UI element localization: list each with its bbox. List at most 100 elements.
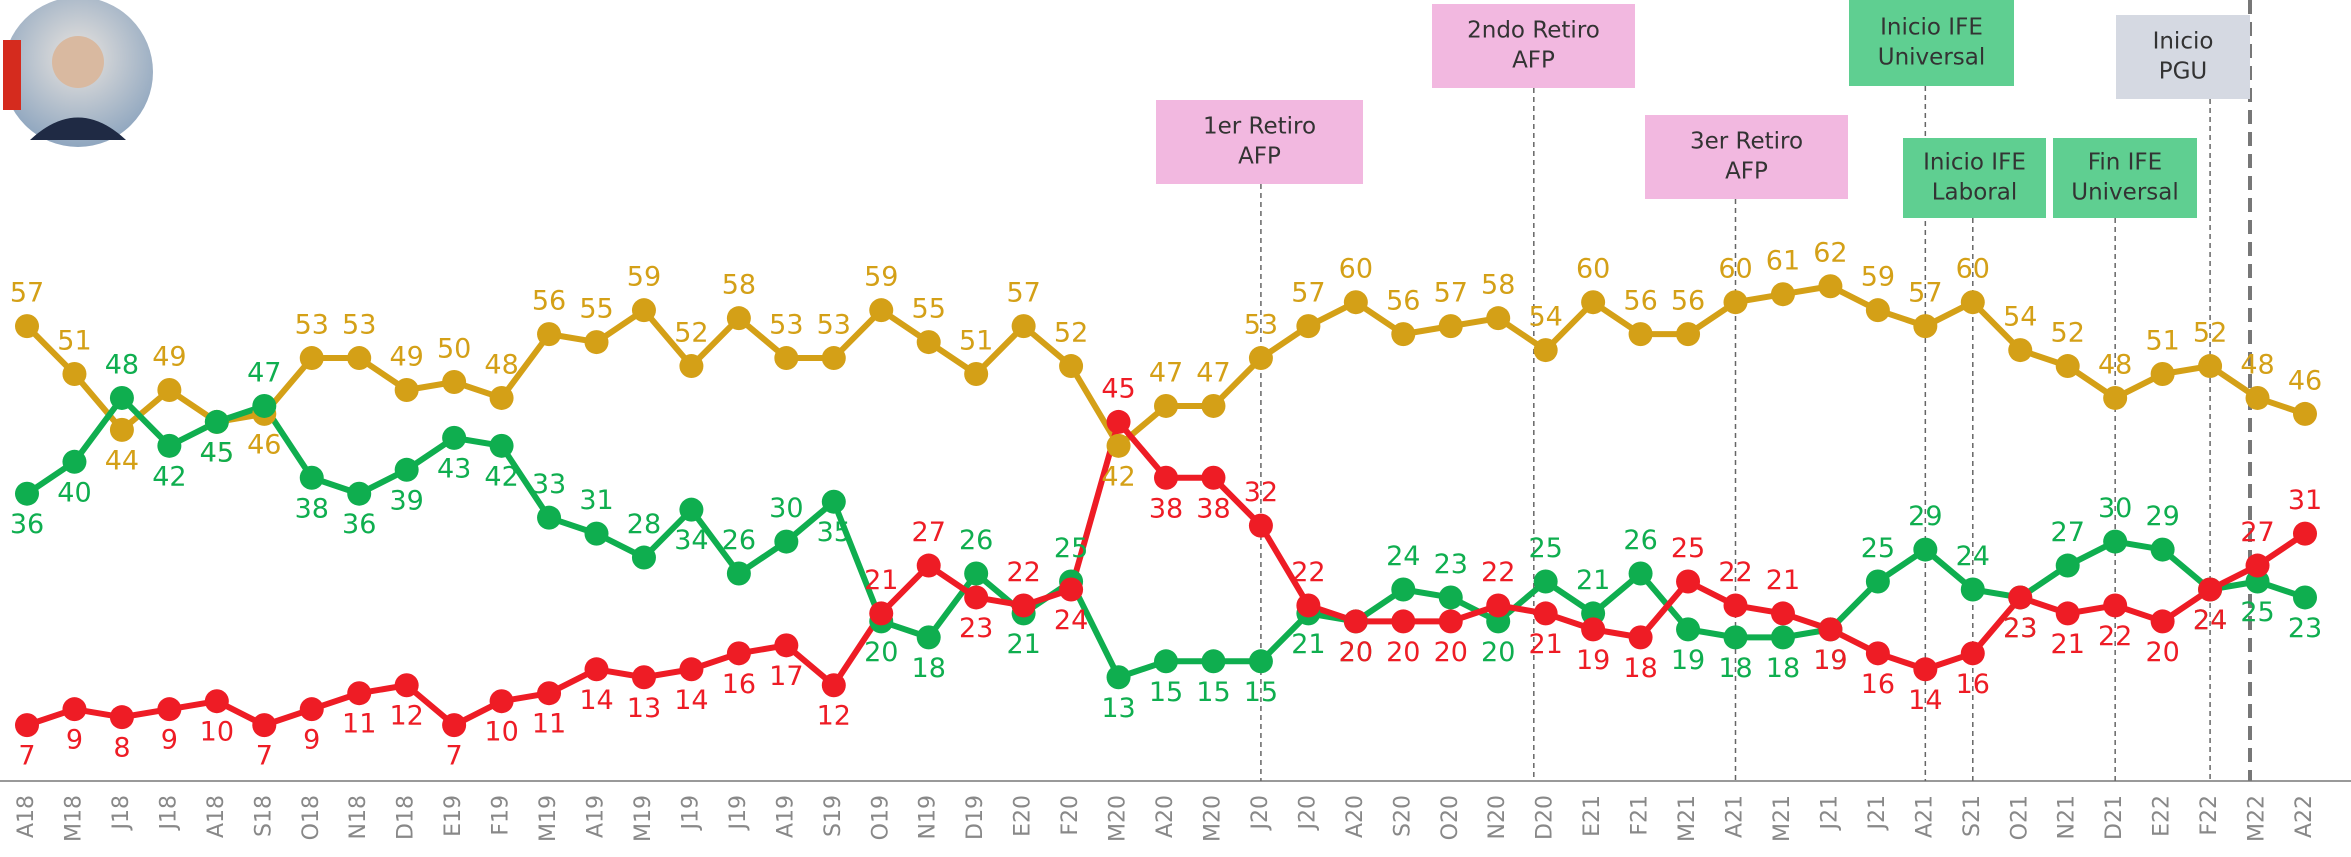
point [205,689,229,713]
point [1676,322,1700,346]
data-label: 25 [1528,533,1562,564]
point [1107,665,1131,689]
data-label: 60 [1956,254,1990,285]
x-tick-label: F19 [489,795,514,836]
data-label: 23 [959,613,993,644]
data-label: 47 [1149,357,1183,388]
data-label: 26 [722,525,756,556]
point [1961,577,1985,601]
x-tick-label: J21 [1817,795,1842,831]
data-label: 17 [769,661,803,692]
data-label: 15 [1149,677,1183,708]
data-label: 53 [817,310,851,341]
point [15,482,39,506]
annotation-text: Universal [1878,45,1986,71]
point [2103,530,2127,554]
point [300,697,324,721]
x-tick-label: M21 [1770,795,1795,842]
point [1581,290,1605,314]
data-label: 21 [1291,629,1325,660]
point [917,330,941,354]
point [1913,657,1937,681]
data-label: 39 [389,485,423,516]
x-tick-label: A18 [14,795,39,838]
data-label: 7 [18,741,35,772]
data-label: 16 [1956,669,1990,700]
point [2293,585,2317,609]
point [157,697,181,721]
x-tick-label: N19 [916,795,941,839]
point [62,697,86,721]
point [395,458,419,482]
point [1961,290,1985,314]
data-label: 20 [864,637,898,668]
point [1201,466,1225,490]
data-label: 38 [1196,493,1230,524]
data-label: 48 [2098,349,2132,380]
point [1676,617,1700,641]
x-tick-label: M22 [2245,795,2270,842]
data-label: 45 [1101,373,1135,404]
x-tick-label: O20 [1438,795,1463,840]
point [490,689,514,713]
data-label: 12 [389,701,423,732]
point [1059,577,1083,601]
data-label: 9 [161,725,178,756]
data-label: 34 [674,525,708,556]
point [679,498,703,522]
annotation-text: Fin IFE [2088,150,2162,176]
data-label: 20 [1434,637,1468,668]
data-label: 57 [10,278,44,309]
data-label: 22 [2098,621,2132,652]
data-label: 20 [1386,637,1420,668]
point [1581,617,1605,641]
point [727,306,751,330]
point [205,410,229,434]
data-label: 57 [1291,278,1325,309]
point [62,362,86,386]
point [1724,625,1748,649]
data-label: 28 [627,509,661,540]
data-label: 16 [722,669,756,700]
data-label: 55 [912,294,946,325]
point [1107,410,1131,434]
point [1486,306,1510,330]
data-label: 9 [303,725,320,756]
data-label: 27 [2240,517,2274,548]
data-label: 14 [1908,685,1942,716]
data-label: 19 [1576,645,1610,676]
point [1154,394,1178,418]
data-label: 52 [674,318,708,349]
point [2198,354,2222,378]
point [1913,314,1937,338]
point [1107,434,1131,458]
x-tick-label: E21 [1580,795,1605,837]
point [300,346,324,370]
data-label: 57 [1006,278,1040,309]
data-label: 51 [959,326,993,357]
x-tick-label: S18 [251,795,276,837]
x-tick-label: M20 [1106,795,1131,842]
data-label: 55 [579,294,613,325]
point [1866,641,1890,665]
point [585,330,609,354]
data-label: 30 [2098,493,2132,524]
data-label: 42 [484,461,518,492]
data-label: 60 [1339,254,1373,285]
point [15,713,39,737]
data-label: 29 [1908,501,1942,532]
data-label: 8 [113,733,130,764]
data-label: 53 [769,310,803,341]
point [1154,649,1178,673]
point [964,562,988,586]
data-label: 62 [1813,238,1847,269]
point [1391,577,1415,601]
data-label: 18 [912,653,946,684]
data-label: 56 [1386,286,1420,317]
point [727,641,751,665]
point [1866,298,1890,322]
data-label: 25 [1671,533,1705,564]
data-label: 47 [247,357,281,388]
chart: 1er RetiroAFP2ndo RetiroAFP3er RetiroAFP… [0,0,2351,857]
point [157,434,181,458]
